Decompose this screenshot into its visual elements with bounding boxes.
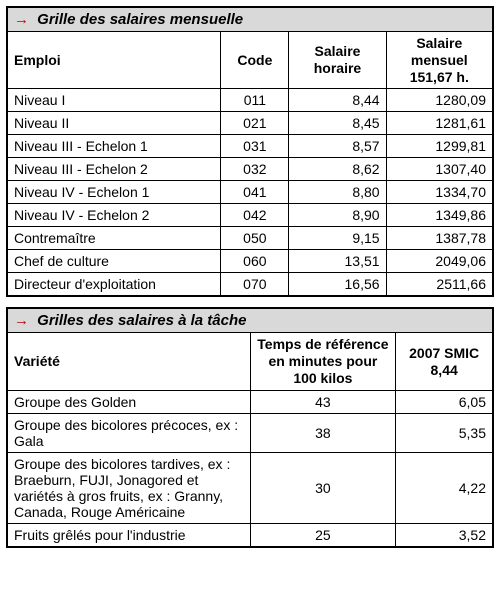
salary-task-table: → Grilles des salaires à la tâche Variét… [6,307,494,547]
cell-horaire: 8,90 [289,204,386,227]
cell-emploi: Chef de culture [7,250,221,273]
cell-code: 070 [221,273,289,297]
cell-emploi: Niveau IV - Echelon 2 [7,204,221,227]
cell-mensuel: 1281,61 [386,112,493,135]
cell-code: 032 [221,158,289,181]
table1-title: Grille des salaires mensuelle [37,11,243,28]
cell-code: 060 [221,250,289,273]
table1-title-cell: → Grille des salaires mensuelle [7,7,493,32]
table-row: Niveau I0118,441280,09 [7,89,493,112]
table-row: Niveau IV - Echelon 20428,901349,86 [7,204,493,227]
col-mensuel: Salaire mensuel 151,67 h. [386,32,493,89]
table2-header-row: Variété Temps de référence en minutes po… [7,333,493,390]
cell-horaire: 13,51 [289,250,386,273]
cell-emploi: Niveau II [7,112,221,135]
cell-horaire: 8,62 [289,158,386,181]
cell-emploi: Contremaître [7,227,221,250]
cell-horaire: 8,57 [289,135,386,158]
table2-title-cell: → Grilles des salaires à la tâche [7,308,493,333]
table-row: Directeur d'exploitation07016,562511,66 [7,273,493,297]
cell-variete: Fruits grêlés pour l'industrie [7,523,250,547]
cell-mensuel: 1387,78 [386,227,493,250]
table1-header-row: Emploi Code Salaire horaire Salaire mens… [7,32,493,89]
col-horaire: Salaire horaire [289,32,386,89]
cell-horaire: 16,56 [289,273,386,297]
cell-horaire: 8,44 [289,89,386,112]
cell-mensuel: 1307,40 [386,158,493,181]
cell-emploi: Niveau I [7,89,221,112]
col-temps: Temps de référence en minutes pour 100 k… [250,333,396,390]
col-code: Code [221,32,289,89]
table-row: Niveau III - Echelon 10318,571299,81 [7,135,493,158]
cell-mensuel: 2511,66 [386,273,493,297]
cell-emploi: Niveau III - Echelon 1 [7,135,221,158]
cell-smic: 4,22 [396,452,493,523]
cell-emploi: Directeur d'exploitation [7,273,221,297]
table-row: Niveau II0218,451281,61 [7,112,493,135]
table-row: Niveau IV - Echelon 10418,801334,70 [7,181,493,204]
cell-temps: 30 [250,452,396,523]
cell-horaire: 8,45 [289,112,386,135]
cell-smic: 5,35 [396,413,493,452]
cell-variete: Groupe des Golden [7,390,250,413]
cell-mensuel: 2049,06 [386,250,493,273]
col-smic: 2007 SMIC 8,44 [396,333,493,390]
cell-emploi: Niveau III - Echelon 2 [7,158,221,181]
cell-smic: 3,52 [396,523,493,547]
table-row: Groupe des Golden436,05 [7,390,493,413]
cell-smic: 6,05 [396,390,493,413]
arrow-icon: → [14,11,29,28]
table-row: Contremaître0509,151387,78 [7,227,493,250]
table2-title: Grilles des salaires à la tâche [37,312,246,329]
cell-code: 041 [221,181,289,204]
cell-variete: Groupe des bicolores précoces, ex : Gala [7,413,250,452]
table-row: Groupe des bicolores précoces, ex : Gala… [7,413,493,452]
col-emploi: Emploi [7,32,221,89]
col-variete: Variété [7,333,250,390]
cell-variete: Groupe des bicolores tardives, ex : Brae… [7,452,250,523]
cell-horaire: 8,80 [289,181,386,204]
table-row: Chef de culture06013,512049,06 [7,250,493,273]
table-row: Fruits grêlés pour l'industrie253,52 [7,523,493,547]
cell-code: 050 [221,227,289,250]
cell-mensuel: 1349,86 [386,204,493,227]
cell-mensuel: 1299,81 [386,135,493,158]
cell-code: 031 [221,135,289,158]
cell-code: 011 [221,89,289,112]
cell-code: 021 [221,112,289,135]
arrow-icon: → [14,312,29,329]
cell-code: 042 [221,204,289,227]
cell-temps: 43 [250,390,396,413]
table-row: Niveau III - Echelon 20328,621307,40 [7,158,493,181]
cell-temps: 38 [250,413,396,452]
cell-horaire: 9,15 [289,227,386,250]
salary-monthly-table: → Grille des salaires mensuelle Emploi C… [6,6,494,297]
cell-mensuel: 1280,09 [386,89,493,112]
cell-temps: 25 [250,523,396,547]
cell-emploi: Niveau IV - Echelon 1 [7,181,221,204]
table-row: Groupe des bicolores tardives, ex : Brae… [7,452,493,523]
cell-mensuel: 1334,70 [386,181,493,204]
